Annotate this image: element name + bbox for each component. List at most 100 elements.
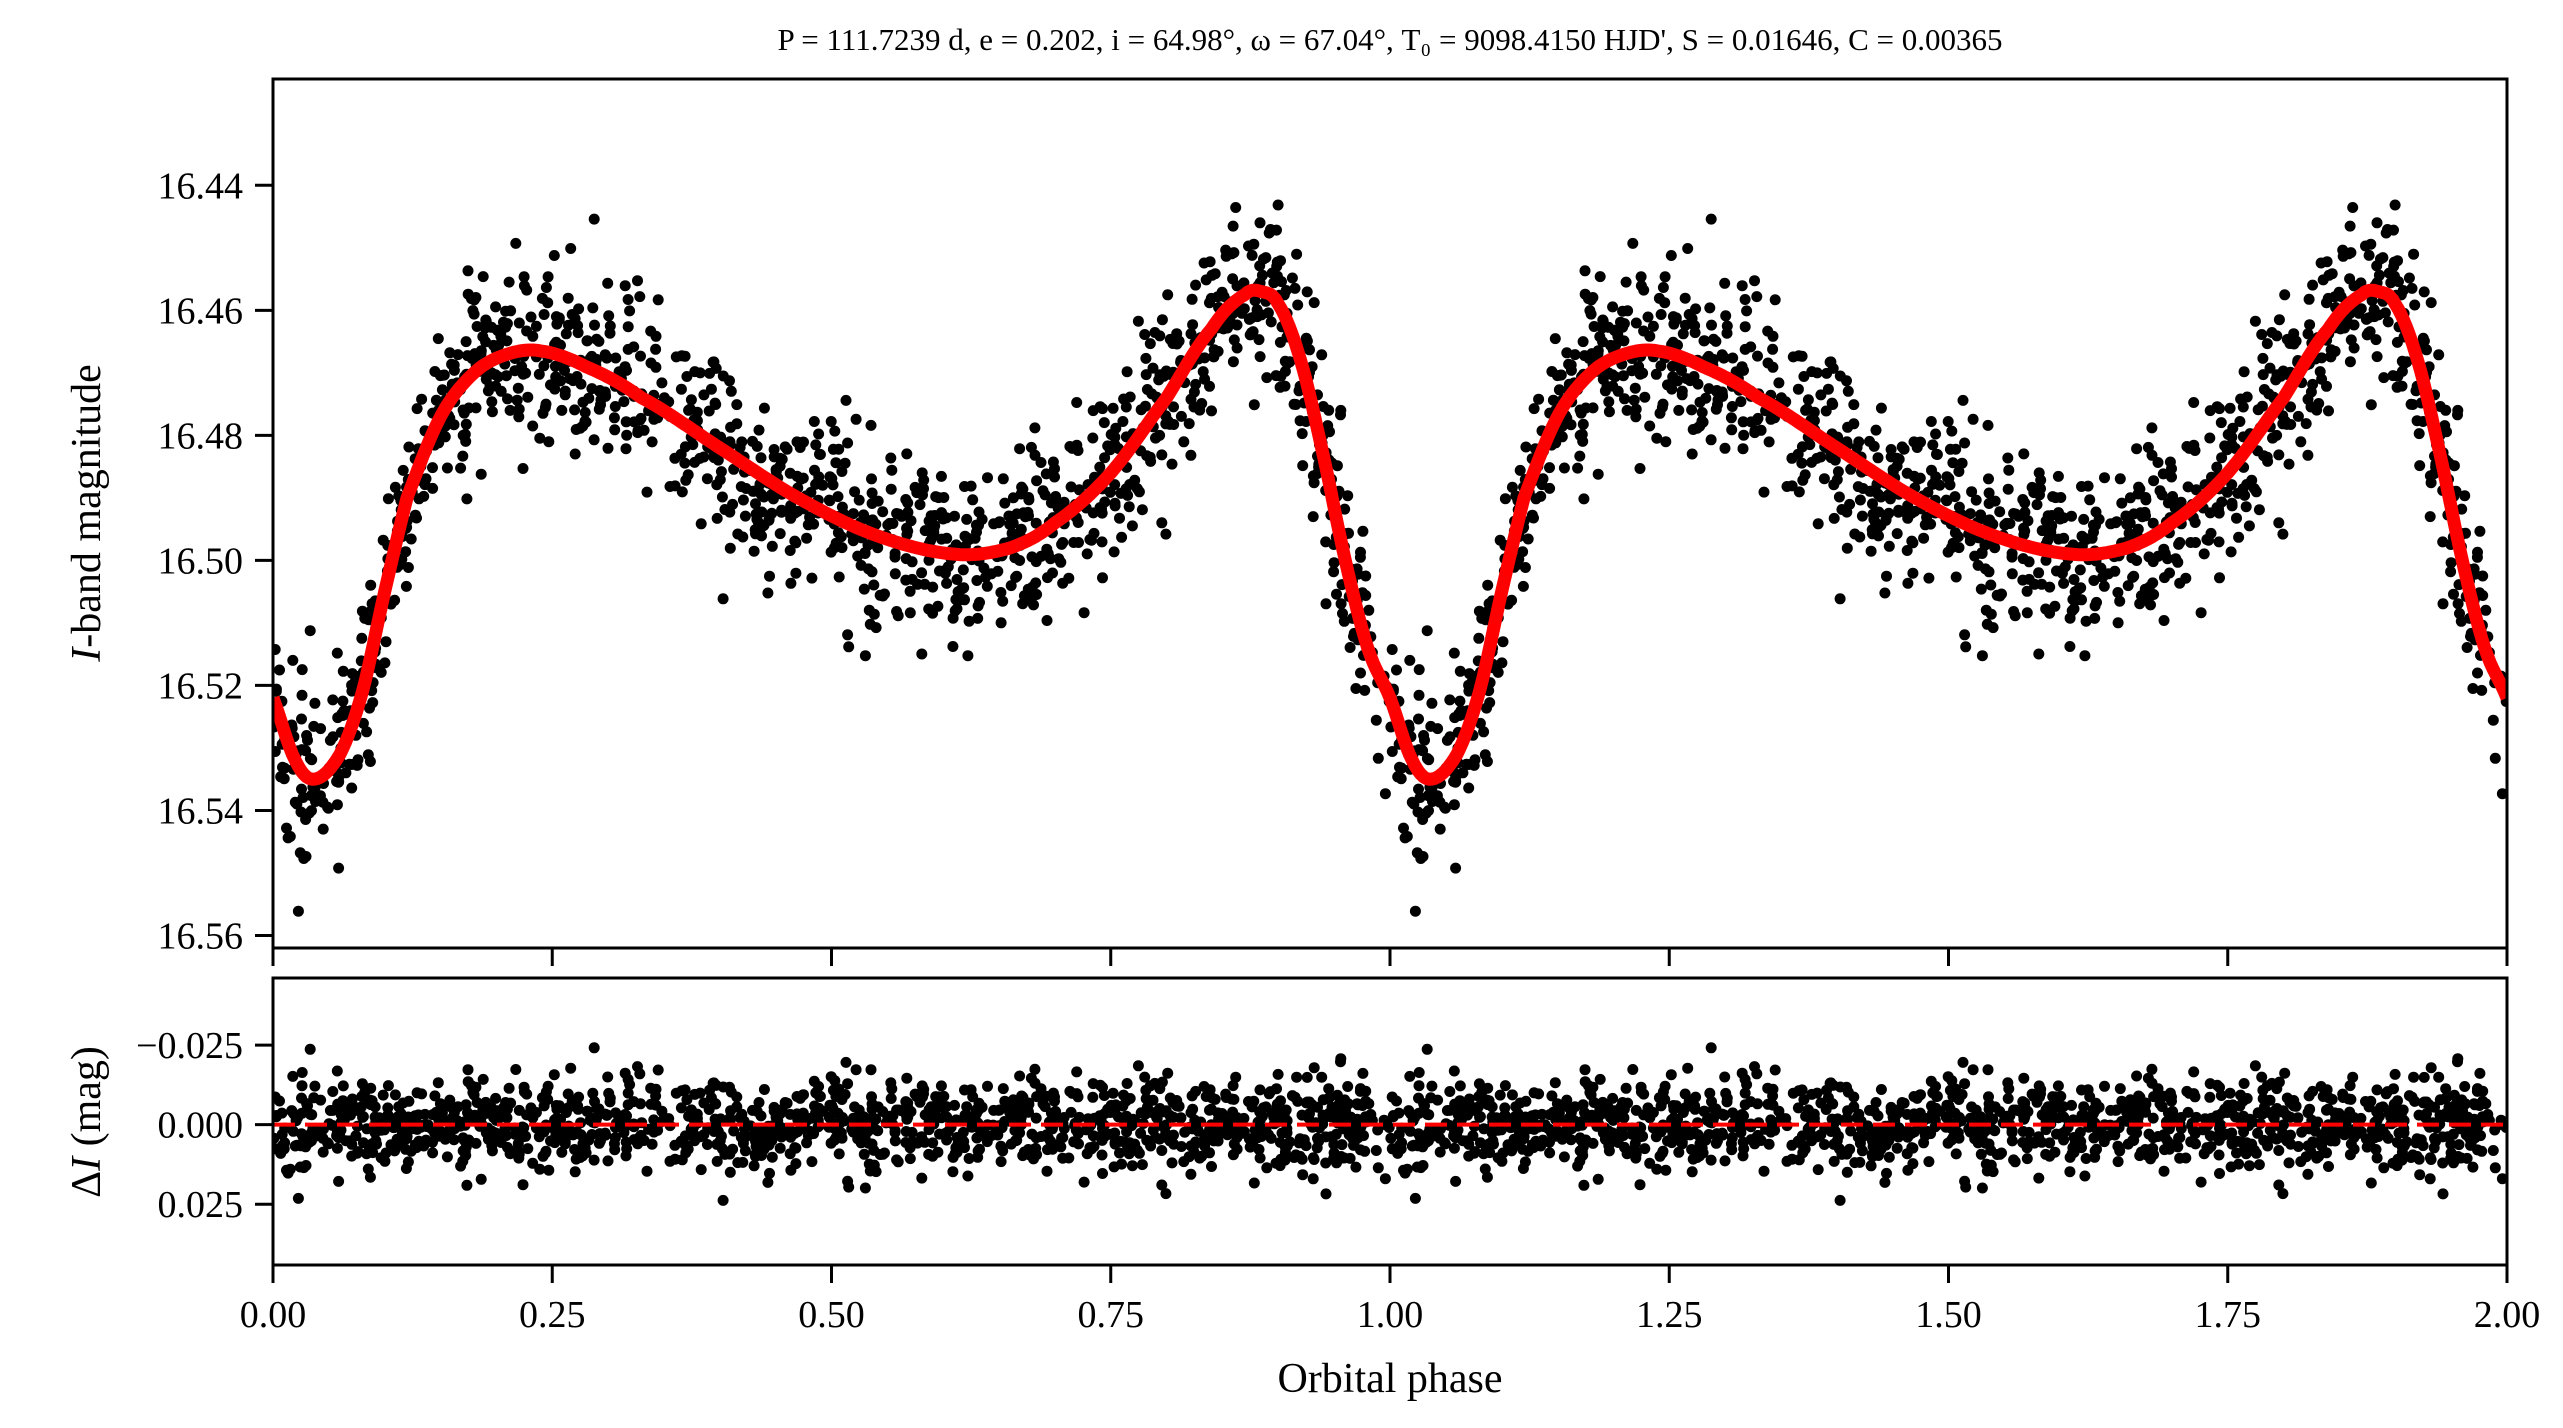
observation-point [457,450,469,462]
observation-point [589,319,600,331]
observation-point [346,668,358,680]
residual-point [942,1125,954,1137]
residual-point [682,1143,694,1155]
observation-point [1023,586,1035,598]
observation-point [1183,418,1195,430]
observation-point [1696,407,1708,418]
residual-point [2474,1100,2485,1111]
residual-point [419,1108,431,1120]
residual-point [2173,1132,2185,1144]
observation-point [2421,344,2432,356]
residual-point [273,1091,281,1103]
residual-point [2489,1124,2501,1136]
residual-point [752,1127,764,1139]
observation-point [624,305,636,317]
observation-point [1140,369,1152,381]
observation-point [1751,291,1763,303]
residual-point [2256,1071,2268,1083]
observation-point [1087,432,1099,444]
residual-point [1166,1157,1178,1169]
residual-point [1251,1132,1263,1144]
observation-point [1822,383,1834,395]
observation-point [1752,350,1763,362]
observation-point [1450,862,1462,874]
observation-point [2114,473,2126,485]
residual-point [1950,1148,1962,1160]
residual-point [1705,1154,1717,1166]
residual-point [1925,1075,1937,1087]
observation-point [569,404,581,416]
observation-point [538,309,550,320]
residual-point [2283,1157,2295,1169]
observation-point [1831,474,1843,486]
residual-point [1308,1062,1320,1074]
observation-point [2363,249,2375,261]
observation-point [1705,434,1717,446]
residual-point [287,1070,299,1082]
residual-point [2099,1080,2110,1092]
observation-point [1941,495,1953,507]
residual-point [916,1172,928,1184]
observation-point [2164,456,2176,468]
residual-point [491,1105,503,1117]
observation-point [1099,452,1111,464]
observation-point [1964,535,1976,547]
observation-point [1705,213,1717,225]
observation-point [2311,404,2323,416]
residual-point [1931,1090,1943,1102]
observation-point [377,534,389,546]
observation-point [1647,320,1659,332]
observation-point [1266,267,1278,279]
observation-point [684,403,696,415]
residual-point [1686,1166,1698,1178]
residual-point [537,1150,549,1162]
observation-point [1736,362,1748,373]
residual-point [2064,1166,2076,1178]
observation-point [1253,334,1265,346]
residual-point [588,1154,600,1166]
observation-point [779,441,791,453]
residual-point [2474,1067,2486,1079]
observation-point [670,351,682,363]
residual-point [858,1148,870,1160]
residual-point [762,1176,774,1188]
observation-point [942,561,954,573]
residual-point [1294,1150,1306,1162]
observation-point [1417,745,1429,757]
residual-point [2033,1080,2045,1092]
observation-point [543,436,555,448]
residual-point [279,1137,291,1149]
observation-point [1896,441,1908,453]
observation-point [470,402,482,414]
observation-point [2019,525,2031,537]
observation-point [1603,396,1615,408]
residual-point [1291,1071,1303,1083]
residual-point [297,1131,309,1143]
observation-point [1335,598,1347,610]
residual-point [2034,1091,2045,1103]
residual-point [389,1089,401,1101]
observation-point [904,585,916,597]
observation-point [957,564,969,576]
observation-point [2295,436,2307,448]
observation-point [1421,625,1433,637]
residual-point [1578,1179,1590,1191]
observation-point [1676,389,1688,401]
residual-point [1355,1083,1366,1095]
residual-point [1230,1071,1242,1083]
residual-point [842,1175,854,1187]
residual-point [1574,1145,1586,1157]
observation-point [296,689,308,701]
residual-point [1985,1159,1997,1171]
observation-point [1425,720,1437,732]
residual-point [1989,1125,2001,1137]
observation-point [2477,570,2489,582]
observation-point [1149,327,1161,338]
observation-point [1815,389,1827,401]
observation-point [1107,402,1119,414]
observation-point [1867,498,1878,510]
observation-point [2263,388,2275,400]
residual-point [1025,1072,1037,1084]
observation-point [562,292,574,304]
residual-point [731,1091,743,1103]
